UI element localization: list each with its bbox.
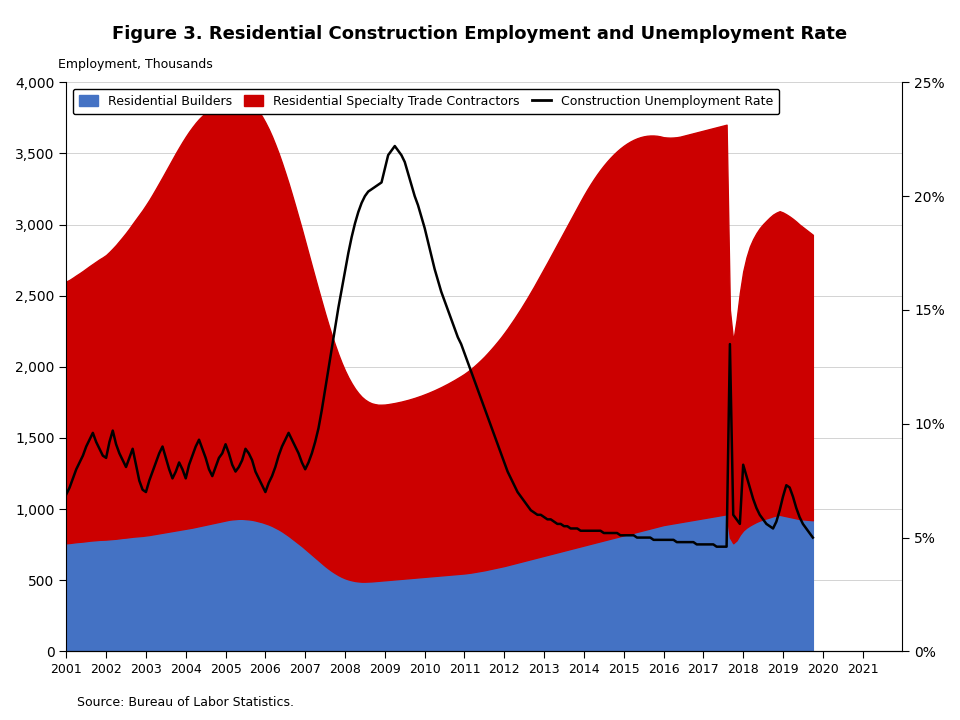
Text: Source: Bureau of Labor Statistics.: Source: Bureau of Labor Statistics. <box>77 696 294 709</box>
Text: Employment, Thousands: Employment, Thousands <box>58 58 213 71</box>
Legend: Residential Builders, Residential Specialty Trade Contractors, Construction Unem: Residential Builders, Residential Specia… <box>73 89 780 114</box>
Text: Figure 3. Residential Construction Employment and Unemployment Rate: Figure 3. Residential Construction Emplo… <box>112 25 848 43</box>
